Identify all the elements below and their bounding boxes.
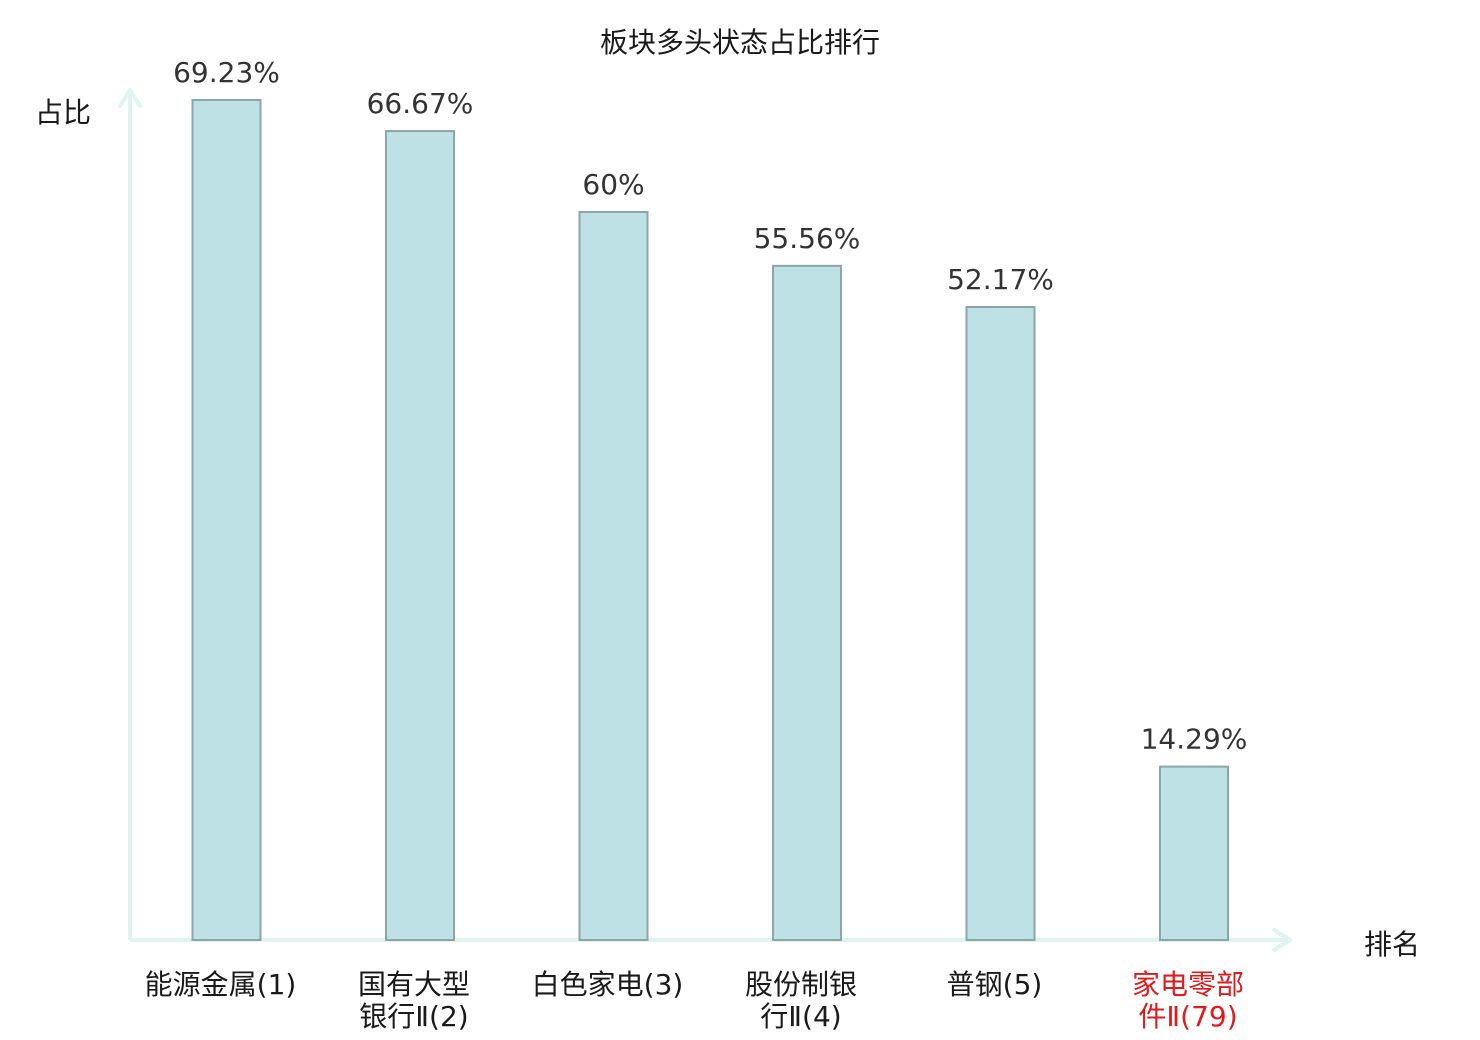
bar xyxy=(191,99,262,941)
y-axis-arrow xyxy=(118,88,142,108)
category-label: 件Ⅱ(79) xyxy=(1138,1000,1237,1033)
y-axis-label: 占比 xyxy=(35,96,91,129)
axes xyxy=(118,88,1292,952)
category-label: 家电零部 xyxy=(1132,968,1244,1001)
category-label: 国有大型 xyxy=(358,968,470,1001)
value-label: 66.67% xyxy=(367,87,474,120)
value-label: 69.23% xyxy=(173,56,280,89)
x-axis-label: 排名 xyxy=(1364,928,1420,961)
category-label: 银行Ⅱ(2) xyxy=(359,1000,468,1033)
x-axis-arrow xyxy=(1272,928,1292,952)
bars xyxy=(191,99,1229,942)
value-label: 60% xyxy=(582,168,644,201)
category-label: 股份制银 xyxy=(745,968,857,1001)
bar xyxy=(578,210,649,942)
value-labels: 69.23% 66.67% 60% 55.56% 52.17% 14.29% xyxy=(173,56,1247,756)
bar xyxy=(772,264,842,941)
bar xyxy=(1159,765,1229,941)
value-label: 52.17% xyxy=(947,263,1054,296)
value-label: 55.56% xyxy=(754,222,861,255)
category-label: 白色家电(3) xyxy=(532,968,684,1001)
category-label: 普钢(5) xyxy=(947,968,1043,1001)
bar xyxy=(385,130,455,941)
category-label: 能源金属(1) xyxy=(145,968,297,1001)
chart-title: 板块多头状态占比排行 xyxy=(600,26,880,59)
bar xyxy=(965,305,1036,942)
category-label: 行Ⅱ(4) xyxy=(760,1000,841,1033)
value-label: 14.29% xyxy=(1141,723,1248,756)
